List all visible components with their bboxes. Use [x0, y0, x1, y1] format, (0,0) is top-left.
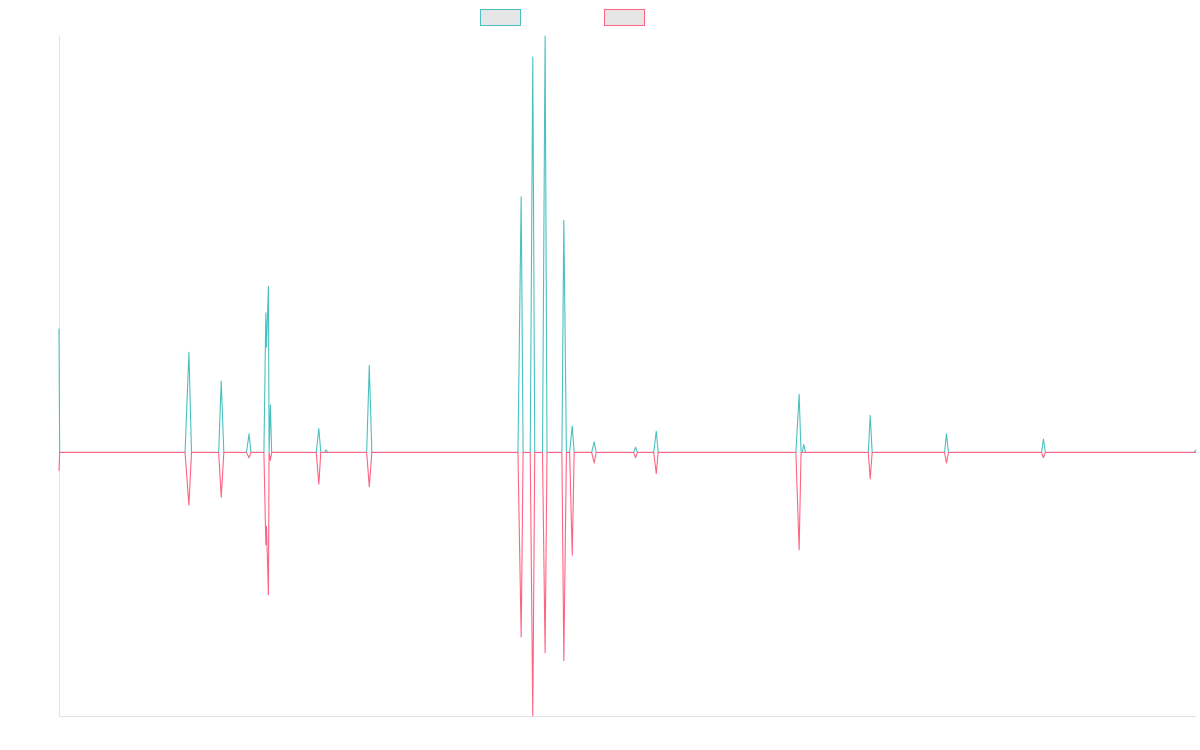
- series-line-1: [58, 35, 1197, 453]
- legend: [480, 9, 645, 26]
- series-layer: [58, 35, 1197, 717]
- legend-swatch-series-2[interactable]: [604, 9, 645, 26]
- series-line-2: [58, 451, 1196, 717]
- plot-area: [58, 35, 1197, 717]
- legend-swatch-series-1[interactable]: [480, 9, 521, 26]
